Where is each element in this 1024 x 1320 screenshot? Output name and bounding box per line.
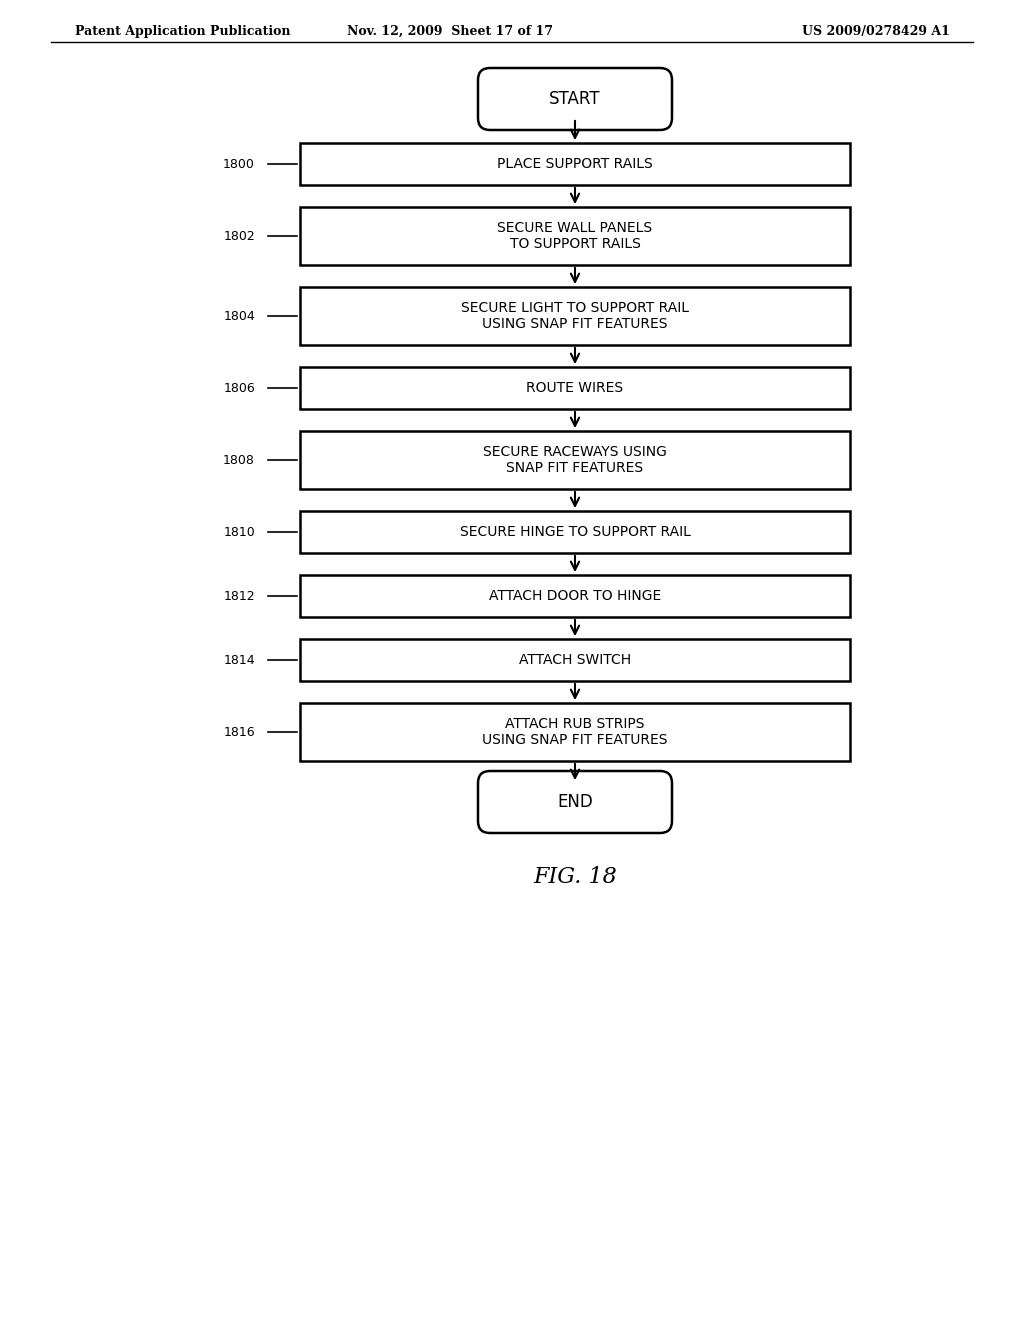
Text: Nov. 12, 2009  Sheet 17 of 17: Nov. 12, 2009 Sheet 17 of 17 bbox=[347, 25, 553, 38]
Text: SECURE WALL PANELS
TO SUPPORT RAILS: SECURE WALL PANELS TO SUPPORT RAILS bbox=[498, 220, 652, 251]
Text: Patent Application Publication: Patent Application Publication bbox=[75, 25, 291, 38]
Text: 1816: 1816 bbox=[223, 726, 255, 738]
FancyBboxPatch shape bbox=[478, 771, 672, 833]
Text: ATTACH SWITCH: ATTACH SWITCH bbox=[519, 653, 631, 667]
Text: ATTACH DOOR TO HINGE: ATTACH DOOR TO HINGE bbox=[488, 589, 662, 603]
Text: US 2009/0278429 A1: US 2009/0278429 A1 bbox=[802, 25, 950, 38]
FancyBboxPatch shape bbox=[478, 69, 672, 129]
Text: PLACE SUPPORT RAILS: PLACE SUPPORT RAILS bbox=[497, 157, 653, 172]
Text: 1810: 1810 bbox=[223, 525, 255, 539]
Text: FIG. 18: FIG. 18 bbox=[534, 866, 616, 888]
Text: ROUTE WIRES: ROUTE WIRES bbox=[526, 381, 624, 395]
Text: SECURE HINGE TO SUPPORT RAIL: SECURE HINGE TO SUPPORT RAIL bbox=[460, 525, 690, 539]
Text: 1814: 1814 bbox=[223, 653, 255, 667]
Text: END: END bbox=[557, 793, 593, 810]
Text: START: START bbox=[549, 90, 601, 108]
Text: SECURE RACEWAYS USING
SNAP FIT FEATURES: SECURE RACEWAYS USING SNAP FIT FEATURES bbox=[483, 445, 667, 475]
FancyBboxPatch shape bbox=[300, 639, 850, 681]
FancyBboxPatch shape bbox=[300, 207, 850, 265]
FancyBboxPatch shape bbox=[300, 576, 850, 616]
Text: 1804: 1804 bbox=[223, 309, 255, 322]
FancyBboxPatch shape bbox=[300, 143, 850, 185]
Text: 1808: 1808 bbox=[223, 454, 255, 466]
FancyBboxPatch shape bbox=[300, 511, 850, 553]
Text: 1800: 1800 bbox=[223, 157, 255, 170]
FancyBboxPatch shape bbox=[300, 432, 850, 488]
Text: ATTACH RUB STRIPS
USING SNAP FIT FEATURES: ATTACH RUB STRIPS USING SNAP FIT FEATURE… bbox=[482, 717, 668, 747]
FancyBboxPatch shape bbox=[300, 367, 850, 409]
FancyBboxPatch shape bbox=[300, 286, 850, 345]
FancyBboxPatch shape bbox=[300, 704, 850, 762]
Text: 1812: 1812 bbox=[223, 590, 255, 602]
Text: 1806: 1806 bbox=[223, 381, 255, 395]
Text: 1802: 1802 bbox=[223, 230, 255, 243]
Text: SECURE LIGHT TO SUPPORT RAIL
USING SNAP FIT FEATURES: SECURE LIGHT TO SUPPORT RAIL USING SNAP … bbox=[461, 301, 689, 331]
